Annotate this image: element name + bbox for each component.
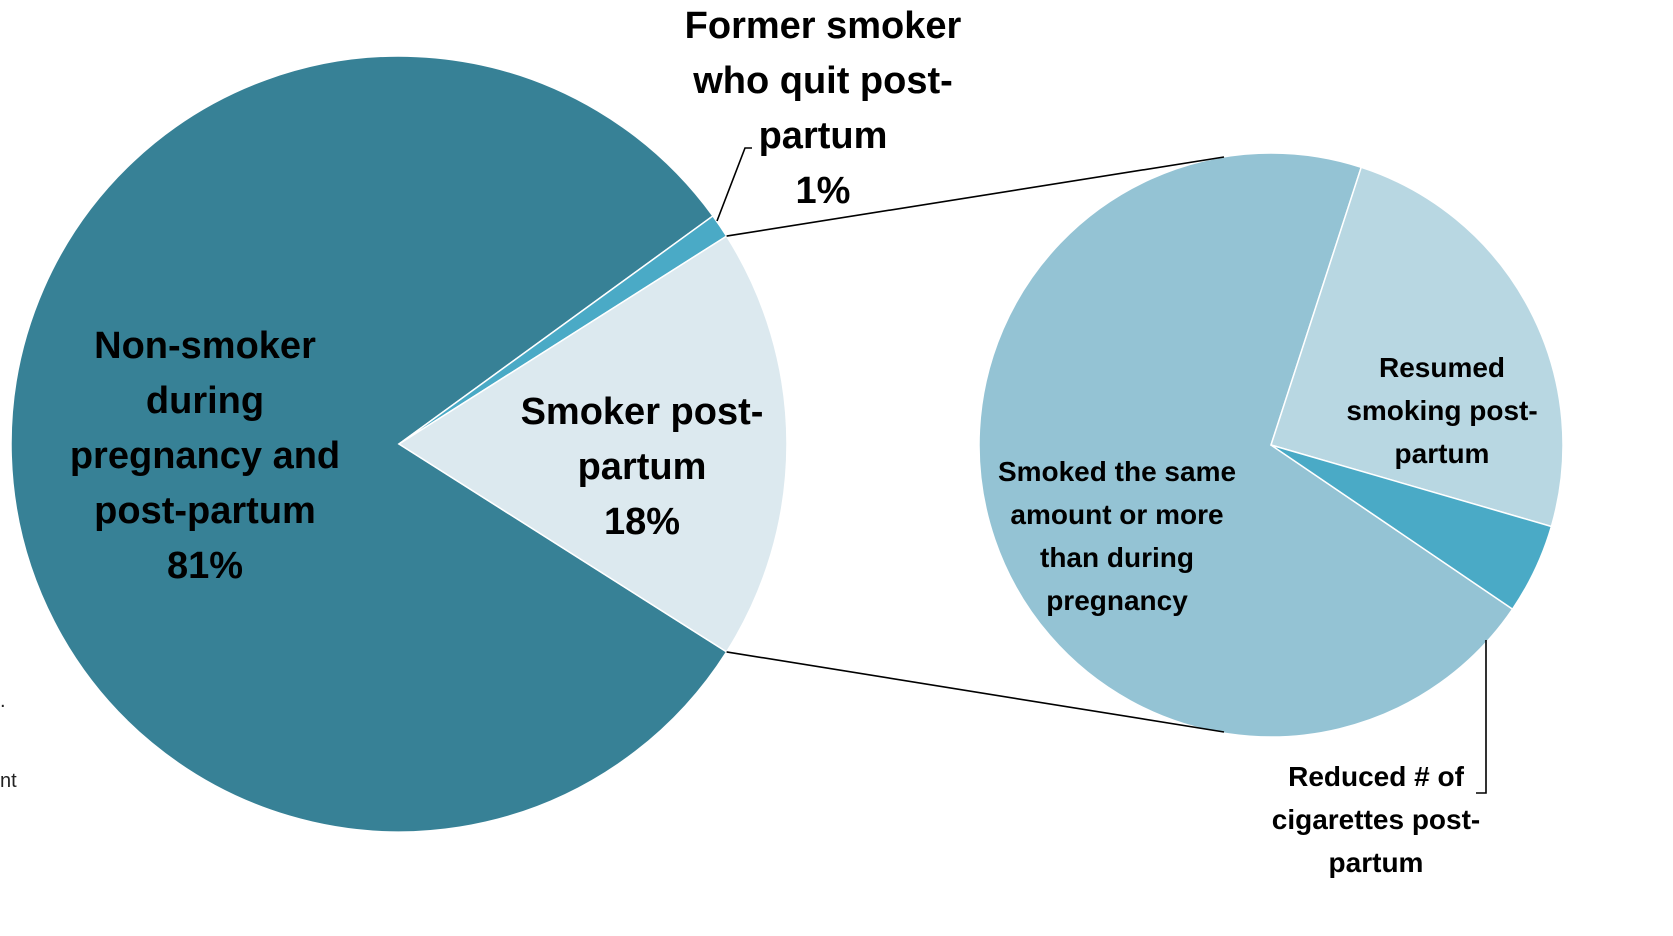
clipped-text-fragment: . xyxy=(0,690,6,712)
breakdown-slice-reduced-of xyxy=(1270,444,1553,611)
label-smoker-post-partum-line: 18% xyxy=(604,501,680,543)
label-smoked-same-line: pregnancy xyxy=(1046,585,1188,616)
label-former-smoker-line: Former smoker xyxy=(685,5,962,47)
label-reduced-line: cigarettes post- xyxy=(1272,804,1481,835)
label-non-smoker-line: Non-smoker xyxy=(94,325,316,367)
label-former-smoker-line: who quit post- xyxy=(692,60,953,102)
connector-line-bottom xyxy=(726,651,1225,733)
main-pie xyxy=(10,55,788,833)
label-smoked-same-line: than during xyxy=(1040,542,1194,573)
label-non-smoker-line: 81% xyxy=(167,545,243,587)
label-non-smoker-line: during xyxy=(146,380,264,422)
connector-line-top xyxy=(726,156,1225,237)
label-former-smoker: Former smoker who quit post-partum 1% xyxy=(685,5,962,212)
label-smoked-same-line: amount or more xyxy=(1010,499,1223,530)
label-resumed: Resumed smoking post-partum xyxy=(1346,352,1537,469)
connector-lines xyxy=(716,147,1487,794)
leader-line-reduced xyxy=(1476,640,1487,794)
label-former-smoker-line: 1% xyxy=(796,170,851,212)
label-non-smoker-line: pregnancy and xyxy=(70,435,340,477)
slice-labels: Non-smoker during pregnancy and post-partum… xyxy=(70,5,1538,878)
leader-line-former-smoker xyxy=(716,147,752,222)
label-former-smoker-line: partum xyxy=(759,115,888,157)
label-resumed-line: Resumed xyxy=(1379,352,1505,383)
label-smoker-post-partum: Smoker post-partum 18% xyxy=(521,391,764,543)
main-slice-non-smoker xyxy=(10,55,728,833)
label-resumed-line: smoking post- xyxy=(1346,395,1537,426)
label-resumed-line: partum xyxy=(1395,438,1490,469)
clipped-text-fragment: nt xyxy=(0,770,17,792)
label-non-smoker-line: post-partum xyxy=(94,490,316,532)
main-slice-smoker-post xyxy=(397,235,788,653)
label-smoker-post-partum-line: Smoker post- xyxy=(521,391,764,433)
label-non-smoker: Non-smoker during pregnancy and post-partum… xyxy=(70,325,340,587)
breakdown-slice-resumed xyxy=(1270,166,1564,528)
label-reduced-line: Reduced # of xyxy=(1288,761,1464,792)
breakdown-pie xyxy=(978,152,1564,738)
label-reduced: Reduced # of cigarettes post-partum xyxy=(1272,761,1481,878)
label-smoker-post-partum-line: partum xyxy=(578,446,707,488)
label-smoked-same-line: Smoked the same xyxy=(998,456,1236,487)
label-reduced-line: partum xyxy=(1329,847,1424,878)
label-smoked-same: Smoked the same amount or more than during… xyxy=(998,456,1236,616)
breakdown-slice-smoked-the-same xyxy=(978,152,1514,738)
